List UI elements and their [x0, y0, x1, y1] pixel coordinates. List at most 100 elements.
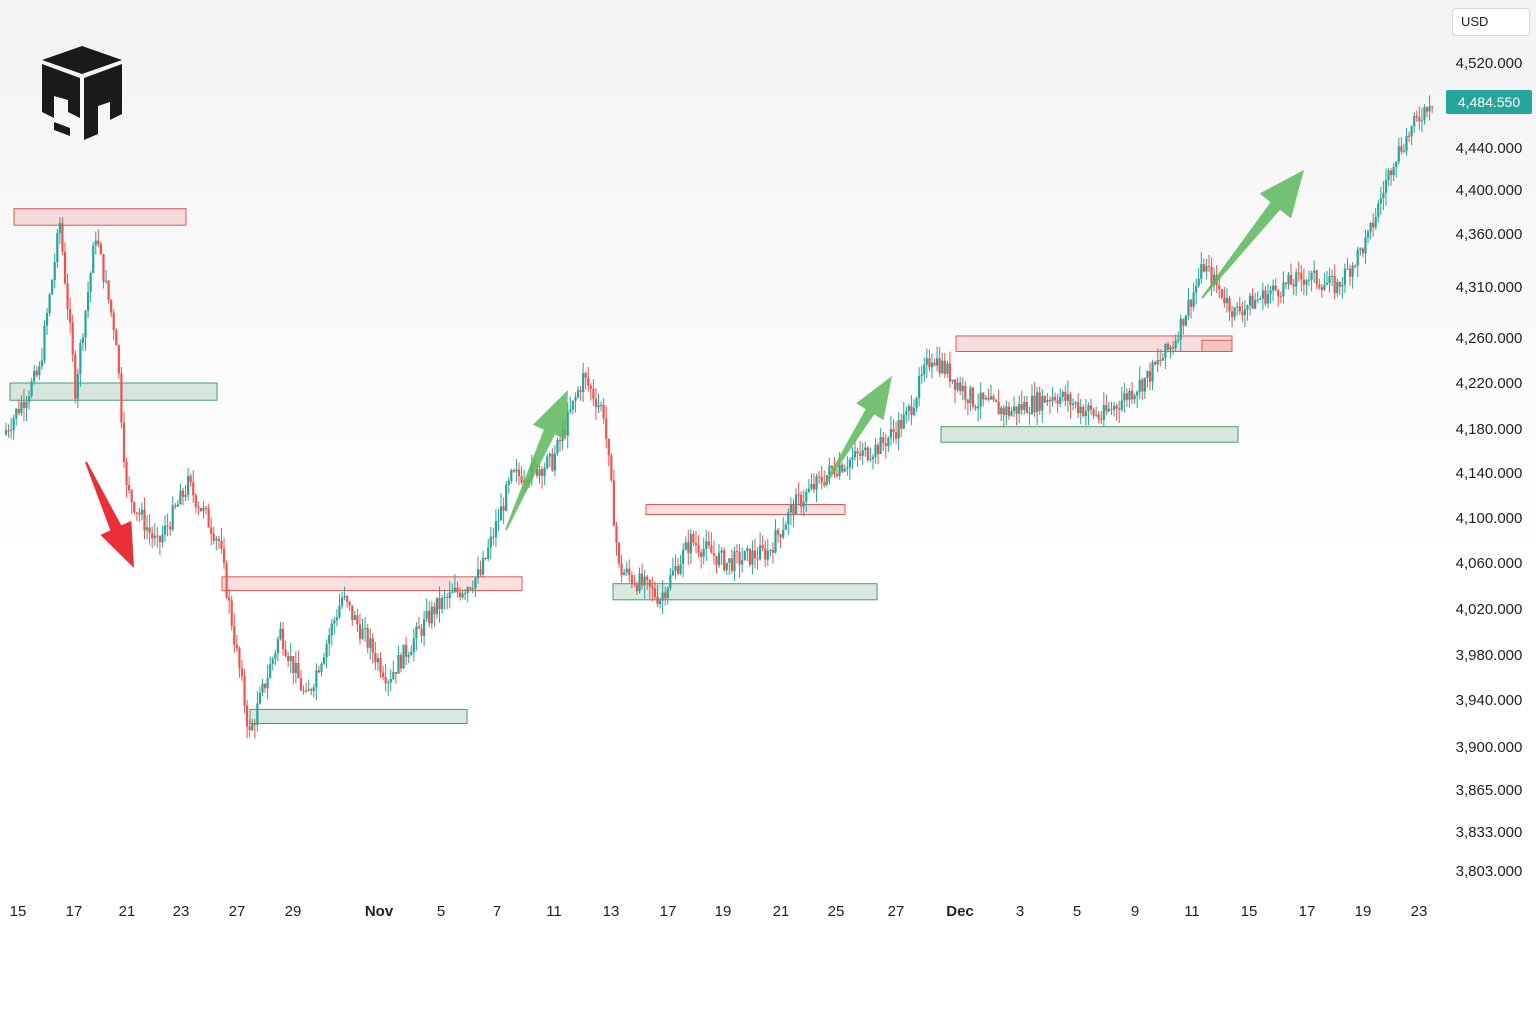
x-tick-label: 19: [1355, 903, 1372, 920]
candle-body: [453, 587, 456, 592]
candle-body: [987, 397, 990, 400]
candle-body: [1177, 339, 1180, 341]
candle-body: [422, 618, 426, 636]
candle-body: [1392, 167, 1395, 176]
x-tick-label: 25: [828, 903, 845, 920]
candle-body: [597, 405, 600, 408]
candle-body: [415, 626, 418, 639]
candle-body: [861, 450, 864, 456]
candle-body: [1202, 264, 1205, 272]
candle-body: [802, 501, 805, 507]
candle-body: [841, 464, 844, 472]
candle-body: [1410, 126, 1413, 137]
candle-body: [705, 541, 708, 549]
candle-body: [800, 494, 803, 507]
candle-body: [1051, 397, 1054, 402]
candle-body: [1407, 135, 1411, 137]
candle-body: [966, 399, 969, 404]
candle-body: [1192, 292, 1195, 307]
candle-body: [853, 451, 857, 458]
candle-body: [1041, 396, 1044, 411]
x-tick-label: 13: [603, 903, 620, 920]
candle-body: [451, 591, 454, 593]
candle-body: [984, 397, 987, 400]
candle-body: [225, 563, 228, 598]
candle-body: [351, 605, 354, 620]
candle-body: [1043, 396, 1046, 403]
candle-body: [81, 337, 85, 344]
y-tick-label: 3,865.000: [1456, 782, 1523, 799]
candle-body: [148, 527, 151, 533]
candle-body: [1415, 115, 1418, 117]
candle-body: [776, 530, 780, 535]
candle-body: [697, 545, 700, 553]
candle-body: [430, 606, 433, 624]
candle-body: [1292, 284, 1295, 287]
candle-body: [928, 358, 931, 368]
support-zone: [612, 583, 878, 601]
y-tick-label: 3,940.000: [1456, 692, 1523, 709]
candle-body: [246, 705, 249, 727]
candle-body: [751, 550, 754, 565]
candle-body: [920, 374, 923, 376]
candle-body: [856, 451, 859, 454]
price-axis[interactable]: 4,520.000 4,440.000 4,400.000 4,360.000 4,31…: [1456, 55, 1523, 880]
candle-body: [74, 354, 77, 399]
candle-body: [558, 439, 562, 442]
candle-body: [1418, 116, 1421, 122]
candle-body: [997, 401, 1000, 415]
candle-body: [1325, 282, 1329, 285]
candle-body: [48, 294, 51, 314]
candle-body: [1331, 275, 1334, 277]
candle-body: [1289, 274, 1293, 285]
candle-body: [971, 387, 975, 407]
candle-body: [671, 570, 674, 576]
candle-body: [641, 573, 644, 586]
candle-body: [877, 444, 880, 455]
candle-body: [476, 569, 480, 579]
candle-body: [217, 538, 220, 541]
candle-body: [448, 592, 451, 599]
candle-body: [376, 658, 380, 663]
candle-body: [723, 550, 726, 571]
candle-body: [417, 626, 421, 629]
candle-body: [76, 374, 79, 399]
candle-body: [1297, 272, 1300, 274]
time-axis[interactable]: 15 17 21 23 27 29 Nov 5 7 11 13 17 19 21 25 27 Dec 3 5 9 11 1…: [10, 903, 1428, 920]
candle-body: [317, 670, 321, 673]
x-tick-label: 5: [1073, 903, 1081, 920]
resistance-zone: [955, 335, 1233, 352]
candle-body: [389, 679, 392, 683]
candle-body: [94, 240, 97, 246]
candle-body: [97, 240, 100, 245]
candle-body: [1059, 396, 1062, 404]
candle-body: [343, 596, 346, 598]
candle-body: [174, 505, 177, 507]
y-tick-label: 4,360.000: [1456, 226, 1523, 243]
candle-body: [1187, 299, 1190, 316]
candle-body: [1030, 395, 1034, 414]
candle-body: [487, 547, 490, 559]
candle-body: [1272, 285, 1275, 291]
candle-body: [1218, 285, 1221, 290]
candle-body: [664, 592, 667, 599]
candle-body: [310, 689, 313, 691]
candle-body: [1351, 265, 1354, 277]
y-tick-label: 4,310.000: [1456, 279, 1523, 296]
currency-selector[interactable]: USD: [1452, 8, 1530, 36]
y-tick-label: 4,140.000: [1456, 465, 1523, 482]
candle-body: [1159, 359, 1162, 361]
candle-body: [151, 532, 154, 539]
candle-body: [464, 592, 467, 594]
candle-body: [994, 399, 998, 402]
support-zone: [9, 382, 218, 401]
candle-body: [728, 558, 731, 563]
candle-body: [733, 551, 736, 571]
candle-body: [233, 626, 236, 645]
candle-body: [1310, 272, 1313, 280]
candle-body: [320, 663, 323, 673]
candle-body: [102, 254, 105, 282]
candle-body: [435, 597, 439, 615]
candle-body: [1228, 298, 1231, 312]
